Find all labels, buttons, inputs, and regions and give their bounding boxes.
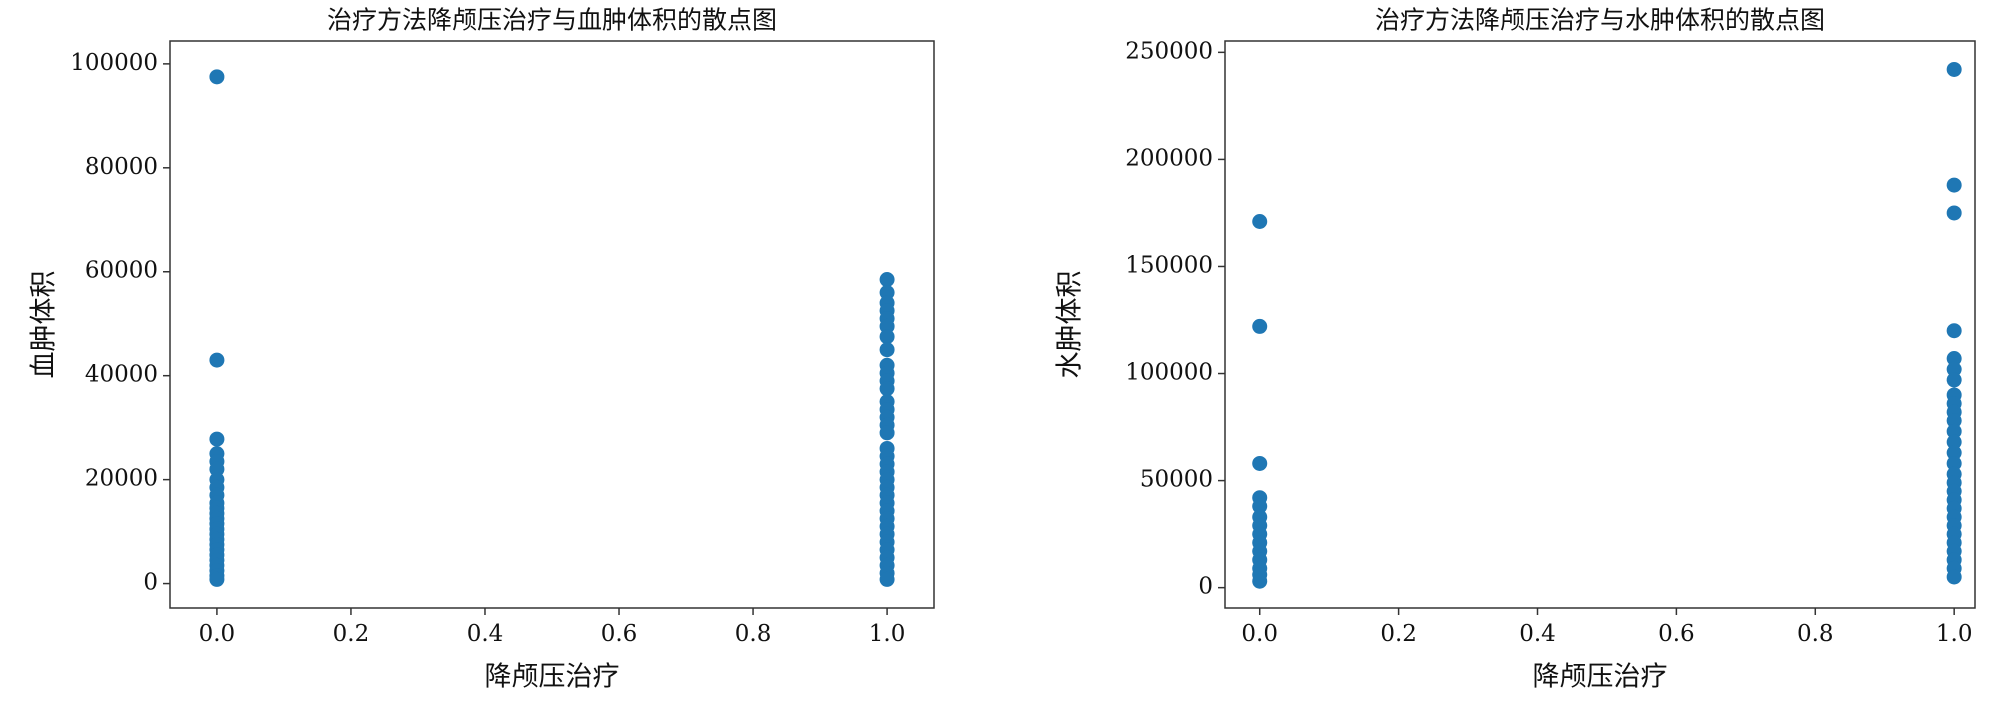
x-tick-label: 0.4 bbox=[467, 621, 504, 647]
x-tick-label: 0.0 bbox=[199, 621, 236, 647]
y-tick-label: 20000 bbox=[85, 466, 158, 492]
x-axis-label: 降颅压治疗 bbox=[485, 662, 620, 693]
point bbox=[879, 381, 895, 397]
point bbox=[879, 272, 895, 288]
y-tick-label: 100000 bbox=[1125, 360, 1213, 386]
point bbox=[1252, 573, 1268, 589]
x-tick-label: 0.2 bbox=[1380, 621, 1417, 647]
x-tick-label: 0.8 bbox=[1797, 621, 1834, 647]
point bbox=[879, 318, 895, 334]
point bbox=[1946, 413, 1962, 429]
point bbox=[209, 431, 225, 447]
point bbox=[1946, 455, 1962, 471]
y-tick-label: 40000 bbox=[85, 362, 158, 388]
point bbox=[1946, 61, 1962, 77]
point bbox=[1946, 361, 1962, 377]
point bbox=[1946, 351, 1962, 367]
point bbox=[1946, 205, 1962, 221]
point bbox=[1946, 177, 1962, 193]
point bbox=[1252, 498, 1268, 514]
chart-title: 治疗方法降颅压治疗与水肿体积的散点图 bbox=[1375, 6, 1825, 35]
point bbox=[879, 425, 895, 441]
x-tick-label: 1.0 bbox=[869, 621, 906, 647]
y-tick-label: 80000 bbox=[85, 154, 158, 180]
point bbox=[879, 329, 895, 345]
y-axis-label: 水肿体积 bbox=[1055, 271, 1086, 379]
point bbox=[1946, 445, 1962, 461]
y-tick-label: 100000 bbox=[70, 50, 158, 76]
x-tick-label: 0.2 bbox=[333, 621, 370, 647]
point bbox=[209, 461, 225, 477]
x-tick-label: 0.4 bbox=[1519, 621, 1556, 647]
point bbox=[209, 69, 225, 85]
point bbox=[209, 352, 225, 368]
y-tick-label: 200000 bbox=[1125, 145, 1213, 171]
point bbox=[1946, 423, 1962, 439]
x-tick-label: 0.6 bbox=[601, 621, 638, 647]
plot-area bbox=[169, 40, 935, 609]
y-tick-label: 60000 bbox=[85, 258, 158, 284]
y-axis-label: 血肿体积 bbox=[29, 271, 60, 379]
point bbox=[1946, 323, 1962, 339]
chart-title: 治疗方法降颅压治疗与血肿体积的散点图 bbox=[327, 6, 777, 35]
y-tick-label: 50000 bbox=[1140, 467, 1213, 493]
point bbox=[1946, 434, 1962, 450]
point bbox=[1252, 318, 1268, 334]
point bbox=[879, 342, 895, 358]
point bbox=[209, 571, 225, 587]
x-tick-label: 0.8 bbox=[735, 621, 772, 647]
x-axis-label: 降颅压治疗 bbox=[1533, 662, 1668, 693]
point bbox=[1252, 214, 1268, 230]
point bbox=[1252, 455, 1268, 471]
point bbox=[1946, 372, 1962, 388]
point bbox=[879, 285, 895, 301]
x-tick-label: 0.0 bbox=[1241, 621, 1278, 647]
y-tick-label: 0 bbox=[143, 570, 158, 596]
y-tick-label: 250000 bbox=[1125, 38, 1213, 64]
point bbox=[879, 571, 895, 587]
y-tick-label: 150000 bbox=[1125, 252, 1213, 278]
point bbox=[1946, 569, 1962, 585]
x-tick-label: 0.6 bbox=[1658, 621, 1695, 647]
x-tick-label: 1.0 bbox=[1936, 621, 1973, 647]
y-tick-label: 0 bbox=[1198, 574, 1213, 600]
plot-area bbox=[1224, 40, 1976, 609]
